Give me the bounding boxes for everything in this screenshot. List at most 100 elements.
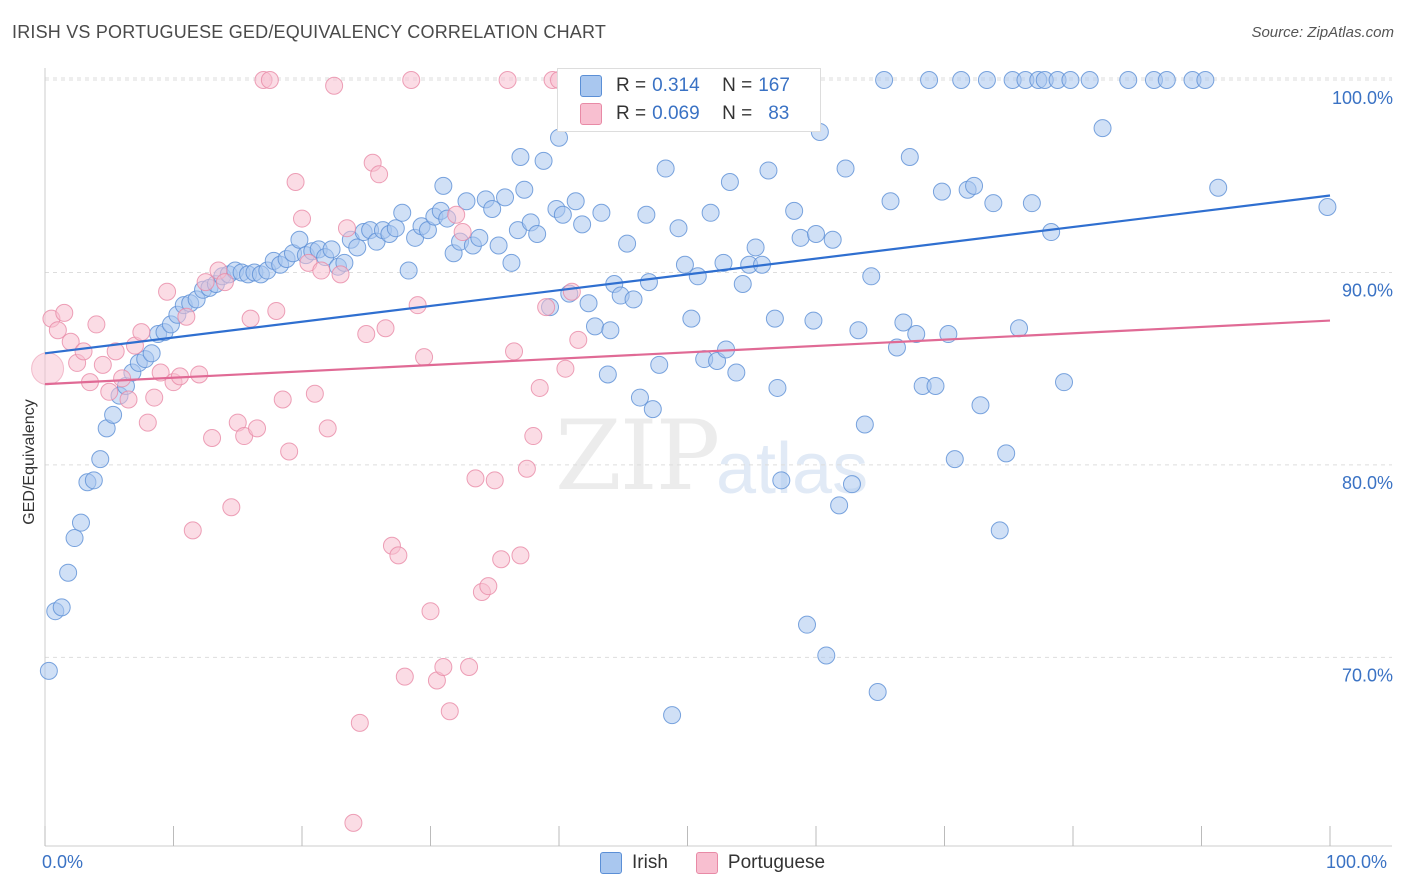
irish-point: [669, 219, 688, 238]
irish-point: [142, 344, 161, 363]
irish-point: [1196, 71, 1215, 89]
irish-point: [91, 450, 110, 469]
stats-legend: R = 0.314 N = 167 R = 0.069 N = 83: [557, 68, 821, 132]
data-points: [31, 71, 1337, 832]
portuguese-point: [190, 365, 209, 384]
irish-point: [59, 563, 78, 582]
irish-point: [830, 496, 849, 515]
portuguese-point: [569, 330, 588, 349]
irish-point: [399, 261, 418, 280]
irish-point: [701, 203, 720, 222]
irish-point: [952, 71, 971, 89]
irish-point: [457, 192, 476, 211]
x-tick-min: 0.0%: [42, 852, 84, 872]
legend-row-irish: R = 0.314 N = 167: [580, 73, 790, 99]
irish-point: [601, 321, 620, 340]
portuguese-point: [337, 219, 356, 238]
portuguese-point: [344, 813, 363, 832]
irish-point: [656, 159, 675, 178]
portuguese-point: [453, 223, 472, 242]
portuguese-point: [505, 342, 524, 361]
portuguese-legend-swatch: [695, 852, 718, 874]
portuguese-point: [395, 667, 414, 686]
portuguese-point: [183, 521, 202, 540]
irish-point: [71, 513, 90, 532]
irish-point: [727, 363, 746, 382]
y-tick-label: 80.0%: [1342, 473, 1393, 493]
portuguese-point: [389, 546, 408, 565]
y-tick-label: 100.0%: [1332, 88, 1393, 108]
portuguese-point: [524, 427, 543, 446]
portuguese-point: [556, 359, 575, 378]
portuguese-point: [479, 577, 498, 596]
portuguese-point: [106, 342, 125, 361]
irish-point: [515, 180, 534, 199]
portuguese-point: [434, 658, 453, 677]
irish-legend-swatch: [600, 852, 622, 874]
axes: [44, 68, 1392, 847]
portuguese-point: [350, 713, 369, 732]
irish-point: [765, 309, 784, 328]
portuguese-point: [312, 261, 331, 280]
irish-point: [746, 238, 765, 257]
portuguese-point: [31, 352, 65, 386]
portuguese-point: [466, 469, 485, 488]
irish-point: [881, 192, 900, 211]
irish-point: [553, 205, 572, 224]
irish-point: [759, 161, 778, 180]
portuguese-point: [132, 323, 151, 342]
irish-legend-label: Irish: [632, 852, 668, 873]
irish-point: [997, 444, 1016, 463]
portuguese-point: [293, 209, 311, 228]
irish-point: [920, 71, 939, 89]
portuguese-point: [93, 355, 112, 374]
irish-point: [900, 147, 919, 166]
portuguese-point: [530, 378, 549, 397]
irish-point: [1042, 223, 1061, 242]
irish-point: [618, 234, 637, 253]
irish-point: [639, 273, 658, 292]
irish-point: [1318, 198, 1337, 217]
irish-point: [682, 309, 701, 328]
portuguese-point: [370, 165, 389, 184]
irish-point: [1010, 319, 1029, 338]
irish-point: [1080, 71, 1099, 89]
irish-point: [104, 405, 123, 424]
irish-point: [528, 224, 547, 243]
n-label: N =: [722, 75, 753, 96]
portuguese-point: [203, 428, 222, 447]
irish-point: [290, 230, 309, 249]
legend-row-portuguese: R = 0.069 N = 83: [580, 101, 789, 127]
irish-point: [386, 219, 405, 238]
irish-point: [630, 388, 649, 407]
portuguese-point: [55, 303, 74, 322]
portuguese-point: [113, 369, 132, 388]
x-tick-max: 100.0%: [1326, 852, 1388, 872]
portuguese-point: [440, 702, 459, 721]
irish-point: [322, 240, 341, 259]
irish-point: [624, 290, 643, 309]
legend-item-irish[interactable]: Irish: [600, 852, 668, 874]
irish-swatch: [580, 75, 602, 97]
irish-point: [1119, 71, 1138, 89]
irish-point: [945, 450, 964, 469]
irish-point: [823, 230, 842, 249]
watermark-atlas: atlas: [716, 429, 869, 509]
r-label: R =: [616, 75, 647, 96]
irish-point: [434, 176, 453, 195]
portuguese-point: [517, 459, 536, 478]
irish-point: [768, 378, 787, 397]
irish-point: [348, 238, 367, 257]
irish-point: [675, 255, 694, 274]
legend-item-portuguese[interactable]: Portuguese: [695, 852, 825, 874]
portuguese-r-value: 0.069: [652, 103, 700, 124]
portuguese-point: [562, 282, 581, 301]
portuguese-point: [196, 273, 215, 292]
watermark-zip: ZIP: [555, 400, 720, 512]
trend-lines: [44, 194, 1331, 386]
y-tick-label: 70.0%: [1342, 665, 1393, 685]
irish-point: [894, 313, 913, 332]
irish-point: [637, 205, 656, 224]
portuguese-point: [267, 301, 286, 320]
